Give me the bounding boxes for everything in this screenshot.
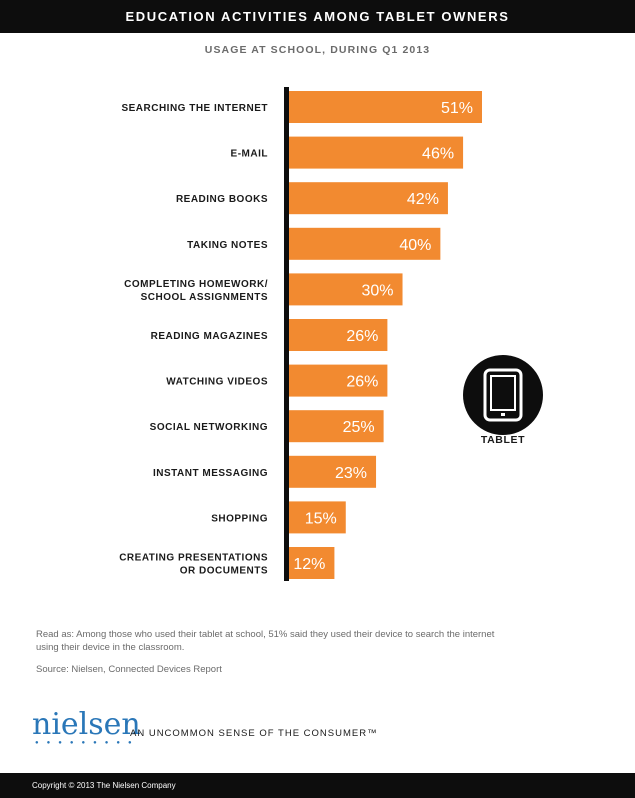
brand-tagline: AN UNCOMMON SENSE OF THE CONSUMER™ (130, 728, 378, 739)
bar (289, 182, 448, 215)
read-as-note: Read as: Among those who used their tabl… (36, 629, 495, 653)
footer-bar: Copyright © 2013 The Nielsen Company (0, 773, 635, 798)
chart-subtitle: USAGE AT SCHOOL, DURING Q1 2013 (204, 44, 431, 56)
category-label: SEARCHING THE INTERNET (121, 103, 268, 114)
category-label: SCHOOL ASSIGNMENTS (141, 292, 268, 303)
title-banner: EDUCATION ACTIVITIES AMONG TABLET OWNERS (0, 0, 635, 33)
nielsen-logo: nielsen (32, 707, 141, 742)
logo-dots: ●●●●●●●●● (35, 740, 140, 746)
category-label: SOCIAL NETWORKING (150, 422, 268, 433)
category-label: INSTANT MESSAGING (153, 468, 268, 479)
category-label: READING BOOKS (176, 194, 268, 205)
bar (289, 91, 482, 123)
value-label: 15% (305, 510, 337, 527)
bar-chart: 51% SEARCHING THE INTERNET 46% E-MAIL 42% REA… (119, 87, 482, 581)
value-label: 30% (361, 282, 393, 299)
value-label: 26% (346, 328, 378, 345)
bar (289, 227, 441, 260)
bar (289, 273, 403, 306)
source-note: Source: Nielsen, Connected Devices Repor… (36, 664, 222, 675)
copyright-text: Copyright © 2013 The Nielsen Company (32, 781, 176, 790)
category-label: CREATING PRESENTATIONS (119, 553, 268, 564)
bar (289, 364, 388, 397)
bar (289, 410, 384, 443)
category-label: WATCHING VIDEOS (166, 377, 268, 388)
bar (289, 547, 335, 579)
tablet-badge (463, 355, 543, 435)
value-label: 12% (293, 556, 325, 573)
value-label: 25% (343, 419, 375, 436)
value-label: 40% (399, 237, 431, 254)
chart-title: EDUCATION ACTIVITIES AMONG TABLET OWNERS (125, 9, 510, 24)
category-label: OR DOCUMENTS (180, 566, 268, 577)
bar (289, 319, 388, 351)
category-label: SHOPPING (211, 513, 268, 524)
category-label: COMPLETING HOMEWORK/ (124, 279, 268, 290)
category-axis (284, 87, 289, 581)
category-label: READING MAGAZINES (151, 331, 268, 342)
tablet-label: TABLET (480, 434, 526, 446)
value-label: 42% (407, 191, 439, 208)
value-label: 26% (346, 374, 378, 391)
category-label: TAKING NOTES (187, 240, 268, 251)
value-label: 51% (441, 100, 473, 117)
tablet-icon (483, 368, 523, 422)
bar (289, 136, 464, 169)
bar (289, 501, 346, 534)
value-label: 23% (335, 465, 367, 482)
value-label: 46% (422, 146, 454, 163)
category-label: E-MAIL (231, 149, 268, 160)
bar (289, 455, 377, 488)
